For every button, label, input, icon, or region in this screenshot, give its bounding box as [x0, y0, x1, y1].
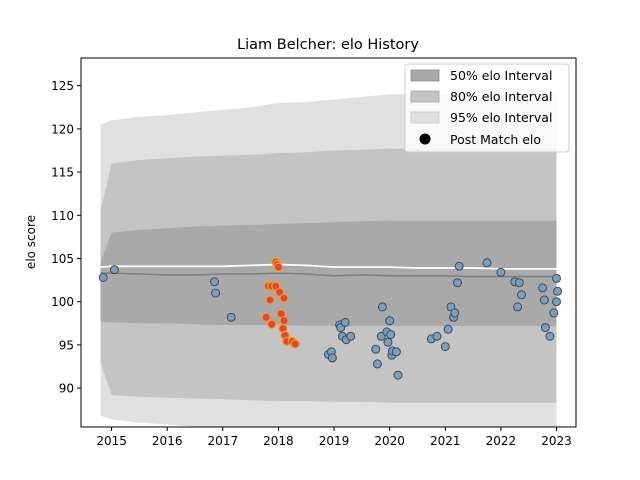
- post-match-point: [433, 332, 441, 340]
- post-match-point: [455, 262, 463, 270]
- y-tick-label: 120: [51, 122, 74, 136]
- post-match-point: [392, 348, 400, 356]
- post-match-point: [554, 287, 562, 295]
- post-match-point: [483, 259, 491, 267]
- legend-swatch-80: [411, 91, 439, 102]
- legend-label-80: 80% elo Interval: [450, 89, 552, 104]
- x-tick-label: 2020: [374, 434, 405, 448]
- x-tick-label: 2016: [152, 434, 183, 448]
- band-50-interval: [101, 221, 557, 326]
- post-match-point: [541, 324, 549, 332]
- post-match-point: [227, 313, 235, 321]
- y-axis-label: elo score: [24, 215, 38, 269]
- post-match-point: [378, 303, 386, 311]
- post-match-point: [347, 332, 355, 340]
- highlight-point: [274, 263, 282, 271]
- legend-marker-post-match: [420, 134, 431, 145]
- legend-label-50: 50% elo Interval: [450, 68, 552, 83]
- post-match-point: [328, 354, 336, 362]
- y-tick-label: 100: [51, 295, 74, 309]
- post-match-point: [387, 331, 395, 339]
- post-match-point: [497, 268, 505, 276]
- highlight-point: [262, 313, 270, 321]
- x-axis: 2015 2016 2017 2018 2019 2020 2021 2022 2023: [96, 427, 571, 448]
- x-tick-label: 2019: [319, 434, 350, 448]
- post-match-point: [454, 279, 462, 287]
- y-tick-label: 115: [51, 166, 74, 180]
- x-tick-label: 2021: [430, 434, 461, 448]
- x-tick-label: 2023: [541, 434, 572, 448]
- post-match-point: [341, 318, 349, 326]
- x-tick-label: 2018: [263, 434, 294, 448]
- x-tick-label: 2017: [208, 434, 239, 448]
- post-match-point: [553, 298, 561, 306]
- post-match-point: [372, 345, 380, 353]
- legend-label-post-match: Post Match elo: [450, 132, 541, 147]
- highlight-point: [280, 317, 288, 325]
- highlight-point: [268, 320, 276, 328]
- post-match-point: [373, 360, 381, 368]
- highlight-point: [266, 296, 274, 304]
- y-tick-label: 95: [59, 338, 74, 352]
- post-match-point: [540, 296, 548, 304]
- chart-title: Liam Belcher: elo History: [237, 37, 419, 53]
- post-match-point: [553, 274, 561, 282]
- post-match-point: [386, 317, 394, 325]
- post-match-point: [444, 325, 452, 333]
- post-match-point: [451, 309, 459, 317]
- legend: 50% elo Interval 80% elo Interval 95% el…: [405, 64, 569, 152]
- post-match-point: [518, 291, 526, 299]
- post-match-point: [110, 266, 118, 274]
- y-tick-label: 90: [59, 382, 74, 396]
- post-match-point: [441, 343, 449, 351]
- post-match-point: [515, 279, 523, 287]
- post-match-point: [550, 309, 558, 317]
- highlight-point: [291, 340, 299, 348]
- y-tick-label: 105: [51, 252, 74, 266]
- x-tick-label: 2022: [486, 434, 517, 448]
- legend-swatch-95: [411, 112, 439, 123]
- post-match-point: [514, 303, 522, 311]
- post-match-point: [212, 289, 220, 297]
- legend-label-95: 95% elo Interval: [450, 110, 552, 125]
- post-match-point: [211, 278, 219, 286]
- post-match-point: [384, 338, 392, 346]
- post-match-point: [394, 371, 402, 379]
- legend-swatch-50: [411, 70, 439, 81]
- post-match-point: [546, 332, 554, 340]
- post-match-point: [99, 274, 107, 282]
- y-tick-label: 125: [51, 79, 74, 93]
- post-match-point: [539, 284, 547, 292]
- highlight-point: [280, 294, 288, 302]
- x-tick-label: 2015: [96, 434, 127, 448]
- y-tick-label: 110: [51, 209, 74, 223]
